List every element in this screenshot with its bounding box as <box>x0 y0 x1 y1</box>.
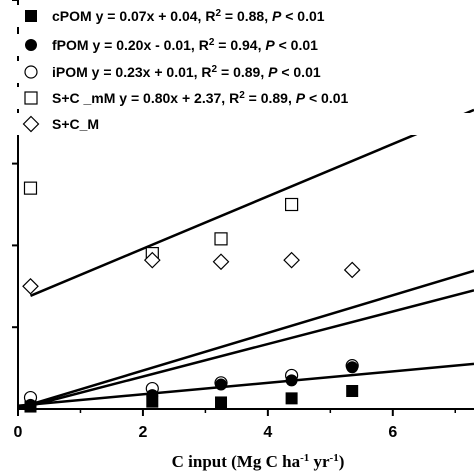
marker-S-C-M-0 <box>22 277 39 295</box>
marker-S-C-M-1 <box>143 251 161 269</box>
legend-label-4: S+C_M <box>52 116 99 132</box>
legend-label-0-part-4: P <box>272 8 282 24</box>
legend-marker-2 <box>24 65 38 79</box>
legend-label-2-part-2: 2 <box>212 64 218 75</box>
x-ticks <box>17 409 457 416</box>
legend-label-2-part-3: = 0.89, <box>217 64 268 80</box>
fit-line-3 <box>30 108 474 297</box>
x-tick-label-1: 2 <box>138 424 147 441</box>
legend-label-3-part-0: S+C _mM <box>52 90 115 106</box>
legend-bg-2 <box>0 61 470 83</box>
marker-cPOM-2 <box>215 396 228 409</box>
marker-cPOM-3 <box>285 392 298 405</box>
legend-bg-0 <box>0 5 470 27</box>
marker-fPOM-3 <box>285 374 298 387</box>
legend-label-1-part-5: < 0.01 <box>275 37 318 53</box>
legend-label-3-part-2: 2 <box>239 90 245 101</box>
legend-label-4-part-0: S+C_M <box>52 116 99 132</box>
legend-label-2-part-5: < 0.01 <box>277 64 320 80</box>
legend-label-2-part-4: P <box>268 64 278 80</box>
legend-label-0: cPOM y = 0.07x + 0.04, R2 = 0.88, P < 0.… <box>52 8 325 25</box>
legend-label-1-part-2: 2 <box>209 37 215 48</box>
fit-lines <box>17 108 474 411</box>
legend-bg-3 <box>0 87 470 109</box>
marker-cPOM-1 <box>146 395 159 408</box>
legend-marker-4 <box>22 115 40 133</box>
x-axis-title-main: C input (Mg C ha <box>172 452 301 471</box>
marker-S-C-M-3 <box>283 251 300 269</box>
marker-fPOM-4 <box>346 361 359 374</box>
x-axis-title-end: ) <box>339 452 345 471</box>
legend-label-3-part-3: = 0.89, <box>245 90 296 106</box>
legend-label-3: S+C _mM y = 0.80x + 2.37, R2 = 0.89, P <… <box>52 90 348 107</box>
legend-label-3-part-4: P <box>296 90 306 106</box>
legend-marker-0 <box>25 10 37 22</box>
x-axis-title-sup2: -1 <box>330 452 339 464</box>
legend-label-1-part-4: P <box>265 37 275 53</box>
legend-label-2-part-0: iPOM <box>52 64 88 80</box>
legend-label-1-part-0: fPOM <box>52 37 89 53</box>
x-axis-title: C input (Mg C ha-1 yr-1) <box>172 452 345 471</box>
x-axis-title-sup1: -1 <box>300 452 309 464</box>
legend-label-0-part-2: 2 <box>215 8 221 19</box>
legend-label-0-part-3: = 0.88, <box>221 8 272 24</box>
legend-marker-1 <box>25 39 37 51</box>
x-tick-labels: 0 2 4 6 <box>14 424 398 441</box>
legend-label-1-part-3: = 0.94, <box>214 37 265 53</box>
legend-bg-1 <box>0 34 470 56</box>
marker-S-C-mM-0 <box>23 181 38 195</box>
fit-line-1 <box>17 289 474 411</box>
legend-label-1-part-1: y = 0.20x - 0.01, R <box>89 37 209 53</box>
legend-label-0-part-5: < 0.01 <box>281 8 324 24</box>
legend-bg-4 <box>0 113 470 135</box>
legend-label-1: fPOM y = 0.20x - 0.01, R2 = 0.94, P < 0.… <box>52 37 318 54</box>
marker-S-C-M-4 <box>343 261 361 279</box>
legend-marker-3 <box>24 91 38 105</box>
marker-S-C-M-2 <box>212 253 230 271</box>
fit-line-0 <box>17 362 474 407</box>
x-tick-label-2: 4 <box>263 424 272 441</box>
legend-label-2-part-1: y = 0.23x + 0.01, R <box>88 64 212 80</box>
markers <box>22 114 361 413</box>
legend-label-0-part-0: cPOM <box>52 8 92 24</box>
x-tick-label-3: 6 <box>388 424 397 441</box>
marker-cPOM-4 <box>346 385 359 398</box>
marker-S-C-mM-3 <box>285 197 299 212</box>
marker-fPOM-2 <box>215 378 228 391</box>
plot-area: 0 2 4 6 <box>12 0 474 441</box>
marker-cPOM-0 <box>24 400 37 413</box>
x-axis-title-mid: yr <box>309 452 330 471</box>
legend: cPOM y = 0.07x + 0.04, R2 = 0.88, P < 0.… <box>0 5 470 135</box>
fit-line-2 <box>17 269 474 410</box>
x-tick-label-0: 0 <box>14 424 23 441</box>
legend-label-0-part-1: y = 0.07x + 0.04, R <box>92 8 216 24</box>
legend-label-2: iPOM y = 0.23x + 0.01, R2 = 0.89, P < 0.… <box>52 64 321 81</box>
marker-S-C-mM-2 <box>214 232 228 246</box>
legend-label-3-part-5: < 0.01 <box>305 90 348 106</box>
legend-label-3-part-1: y = 0.80x + 2.37, R <box>115 90 239 106</box>
